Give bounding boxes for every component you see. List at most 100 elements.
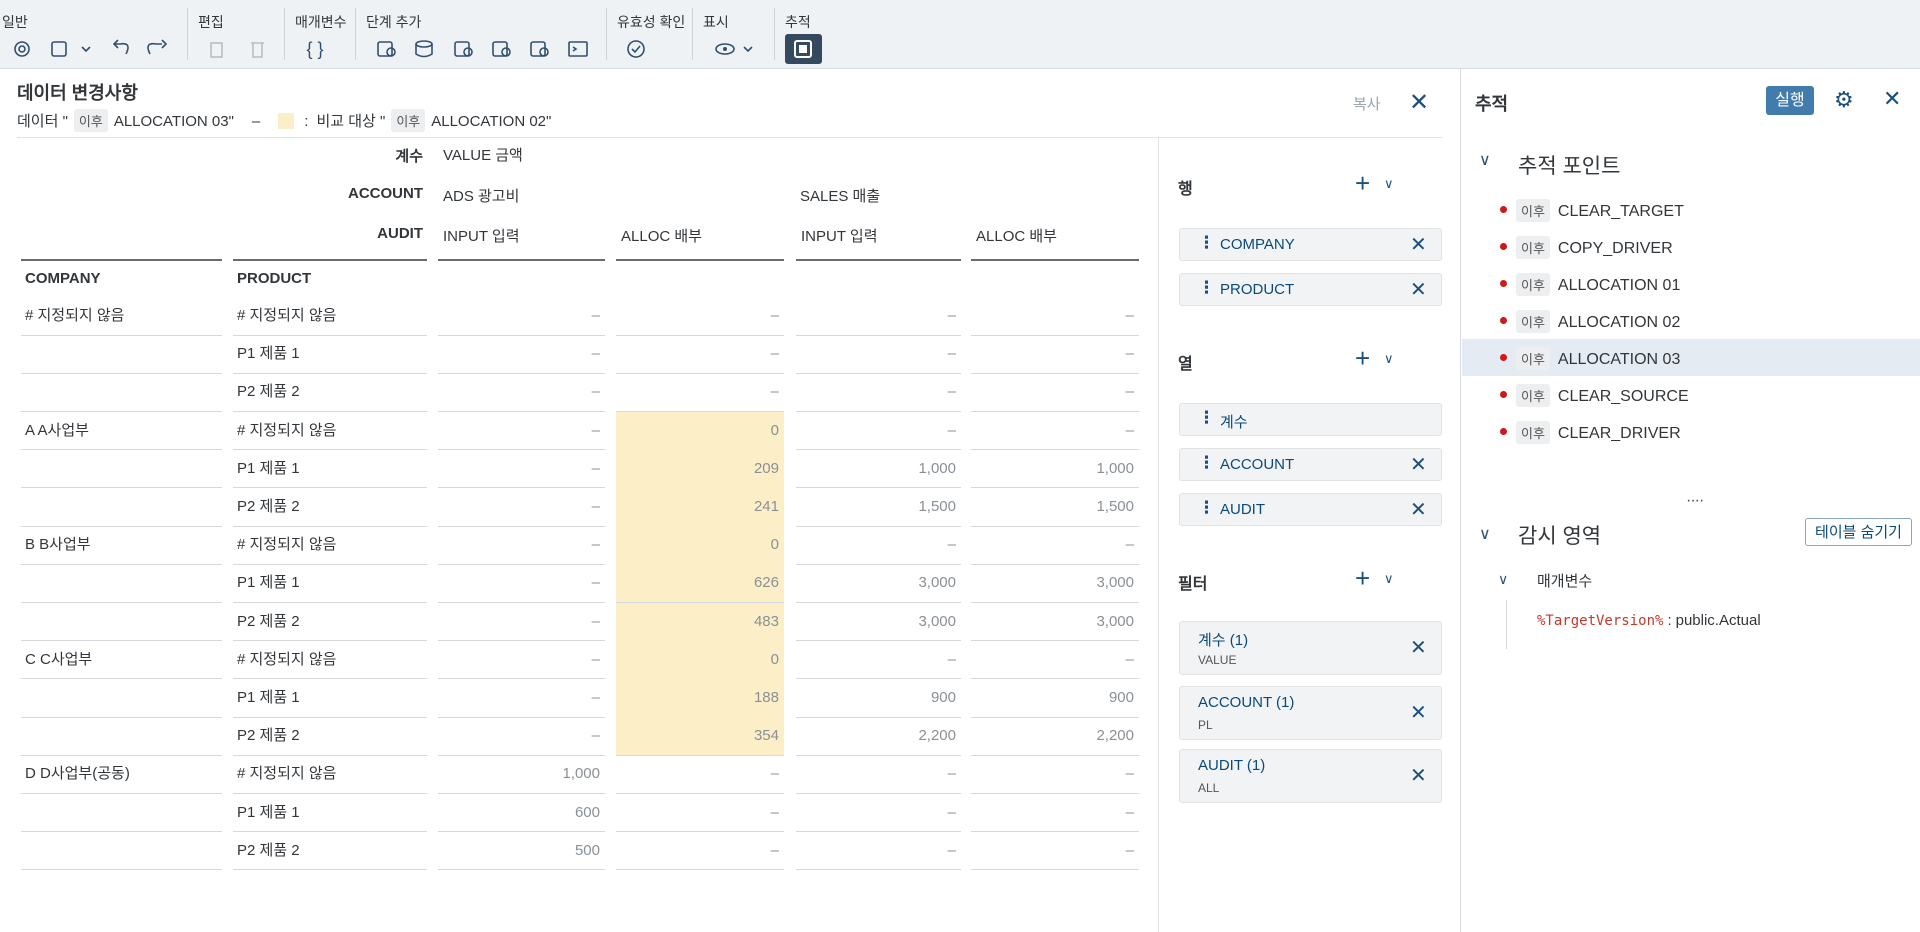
row-line <box>616 678 784 680</box>
row-line <box>796 754 961 756</box>
divider <box>17 137 1442 138</box>
tag: 이후 <box>391 109 426 132</box>
close-button[interactable]: ✕ <box>1409 89 1430 116</box>
row-line <box>616 410 784 412</box>
param-row: %TargetVersion%: public.Actual <box>1537 612 1761 629</box>
icon[interactable] <box>723 47 727 51</box>
point-label: 이후 ALLOCATION 01 <box>1516 273 1680 296</box>
dropdown[interactable]: ∨ <box>1384 571 1394 586</box>
row-line <box>971 525 1139 527</box>
icon[interactable] <box>794 40 812 58</box>
value-cell: 1,500 <box>918 498 956 515</box>
remove-button[interactable]: ✕ <box>1410 453 1427 476</box>
icon[interactable] <box>147 39 168 55</box>
tag: 이후 <box>1516 347 1550 370</box>
icon[interactable] <box>112 39 129 55</box>
dimension-pill[interactable]: AUDIT (1) ALL ✕ <box>1179 749 1442 803</box>
icon[interactable] <box>454 41 470 57</box>
icon[interactable] <box>210 42 223 58</box>
trace-point[interactable]: 이후 CLEAR_DRIVER <box>1462 413 1920 450</box>
remove-button[interactable]: ✕ <box>1410 498 1427 521</box>
trace-point[interactable]: 이후 ALLOCATION 01 <box>1462 265 1920 302</box>
add-button[interactable]: + <box>1355 563 1371 593</box>
settings-button[interactable]: ⚙ <box>1834 87 1854 112</box>
icon[interactable] <box>81 46 91 53</box>
dimension-pill[interactable]: ⋮ AUDIT ✕ <box>1179 493 1442 526</box>
close-button[interactable]: ✕ <box>1883 86 1902 111</box>
icon[interactable] <box>492 41 508 57</box>
trace-point[interactable]: 이후 CLEAR_TARGET <box>1462 191 1920 228</box>
row-line <box>616 869 784 871</box>
text: COPY_DRIVER <box>1557 240 1673 257</box>
row-header: COMPANY <box>25 270 101 287</box>
remove-button[interactable]: ✕ <box>1410 702 1427 724</box>
row-line <box>233 792 427 794</box>
value-cell: 900 <box>1108 689 1134 706</box>
icon[interactable] <box>501 47 511 57</box>
run-button[interactable]: 실행 <box>1766 86 1814 115</box>
icon[interactable] <box>251 42 264 58</box>
remove-button[interactable]: ✕ <box>1410 233 1427 256</box>
filter-label: ACCOUNT (1) <box>1198 694 1295 711</box>
handle: ⋮ <box>1198 233 1215 252</box>
icon[interactable] <box>568 41 588 57</box>
remove-button[interactable]: ✕ <box>1410 637 1427 659</box>
icon[interactable] <box>386 47 396 57</box>
separator <box>355 8 356 60</box>
remove-button[interactable]: ✕ <box>1410 278 1427 301</box>
tag: 이후 <box>1516 384 1550 407</box>
value-cell: 626 <box>753 574 779 592</box>
header-cell: VALUE 금액 <box>443 147 523 164</box>
dimension-pill[interactable]: ⋮ ACCOUNT ✕ <box>1179 448 1442 481</box>
dropdown[interactable]: ∨ <box>1384 176 1394 191</box>
icon[interactable] <box>377 41 393 57</box>
header-cell: ADS 광고비 <box>443 188 520 205</box>
icon[interactable] <box>631 45 641 54</box>
row-line <box>796 563 961 565</box>
text: ALLOCATION 02" <box>431 113 552 130</box>
dimension-pill[interactable]: ⋮ PRODUCT ✕ <box>1179 273 1442 306</box>
icon[interactable] <box>799 45 807 53</box>
swatch <box>278 113 295 129</box>
icon[interactable] <box>530 41 546 57</box>
row-line <box>616 792 784 794</box>
trace-point[interactable]: 이후 ALLOCATION 03 <box>1462 339 1920 376</box>
section-title: 행 <box>1178 181 1193 198</box>
icon[interactable] <box>18 45 26 53</box>
row-line <box>796 334 961 336</box>
value-cell: 241 <box>753 498 779 515</box>
dimension-pill[interactable]: ⋮ COMPANY ✕ <box>1179 228 1442 261</box>
dimension-pill[interactable]: ⋮ 계수 <box>1179 403 1442 436</box>
value-cell: – <box>1125 650 1134 668</box>
icon[interactable]: { } <box>306 39 323 59</box>
remove-button[interactable]: ✕ <box>1410 765 1427 787</box>
dimension-pill[interactable]: ACCOUNT (1) PL ✕ <box>1179 686 1442 740</box>
row-line <box>438 640 605 642</box>
add-button[interactable]: + <box>1355 343 1371 373</box>
subsection-title: 매개변수 <box>1537 573 1593 590</box>
product-cell: # 지정되지 않음 <box>237 650 337 668</box>
value-cell: 3,000 <box>918 574 956 592</box>
add-button[interactable]: + <box>1355 168 1371 198</box>
hide-table-button[interactable]: 테이블 숨기기 <box>1805 518 1912 546</box>
icon[interactable] <box>14 41 30 57</box>
value-cell: – <box>1125 345 1134 363</box>
dimension-pill[interactable]: 계수 (1) VALUE ✕ <box>1179 621 1442 675</box>
trace-point[interactable]: 이후 CLEAR_SOURCE <box>1462 376 1920 413</box>
trace-point[interactable]: 이후 ALLOCATION 02 <box>1462 302 1920 339</box>
icon[interactable] <box>572 46 578 52</box>
copy-button[interactable]: 복사 <box>1353 96 1381 113</box>
icon[interactable] <box>627 40 645 58</box>
icon[interactable] <box>415 44 433 58</box>
icon[interactable] <box>463 47 473 57</box>
icon[interactable] <box>715 43 735 55</box>
icon[interactable] <box>743 46 753 53</box>
dropdown[interactable]: ∨ <box>1384 351 1394 366</box>
value-cell: – <box>770 383 779 401</box>
icon[interactable] <box>539 47 549 57</box>
row-line <box>21 449 222 451</box>
row-line <box>616 716 784 718</box>
icon[interactable] <box>51 41 67 57</box>
icon[interactable] <box>415 40 433 48</box>
trace-point[interactable]: 이후 COPY_DRIVER <box>1462 228 1920 265</box>
